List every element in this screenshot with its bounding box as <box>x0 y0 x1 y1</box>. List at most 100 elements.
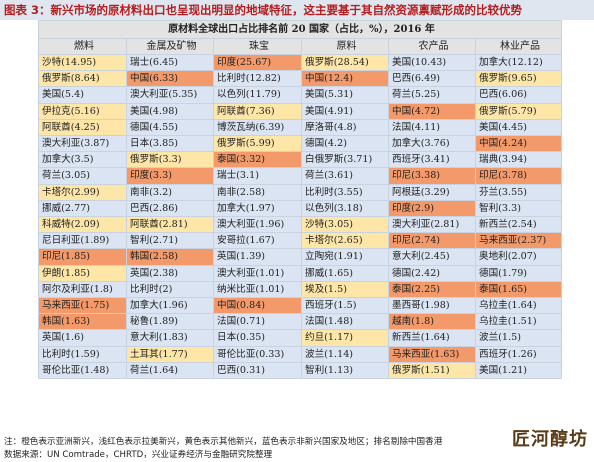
table-cell: 德国(2.42) <box>388 264 476 282</box>
table-cell: 巴西(6.49) <box>388 70 476 88</box>
column-header: 林业产品 <box>474 38 563 55</box>
table-cell: 南非(2.58) <box>213 183 302 201</box>
table-cell: 马来西亚(1.75) <box>38 297 127 315</box>
table-row: 科威特(2.09) 阿联酋(2.81) 澳大利亚(1.96) 沙特(3.05) 澳大利亚… <box>38 216 563 234</box>
table-cell: 英国(2.38) <box>126 264 214 282</box>
table-cell: 波兰(1.14) <box>301 345 389 363</box>
table-cell: 摩洛哥(4.8) <box>301 118 389 137</box>
table-cell: 瑞士(6.45) <box>126 53 214 72</box>
export-share-table: 原材料全球出口占比排名前 20 国家（占比，%），2016 年 燃料 金属及矿物珠… <box>37 20 563 380</box>
table-row: 英国(1.6) 意大利(1.83) 日本(0.35) 约旦(1.17) 新西兰(1.64… <box>38 329 563 347</box>
table-cell: 俄罗斯(5.79) <box>474 102 563 120</box>
table-cell: 阿尔及利亚(1.8) <box>38 280 127 299</box>
table-cell: 奥地利(2.07) <box>474 248 563 266</box>
table-row: 美国(5.4) 澳大利亚(5.35) 以色列(11.79) 美国(5.31) 荷兰(5.… <box>38 86 563 104</box>
table-cell: 泰国(3.32) <box>213 151 302 169</box>
table-cell: 印尼(1.85) <box>38 248 127 266</box>
table-cell: 卡塔尔(2.65) <box>301 232 389 250</box>
table-cell: 智利(1.13) <box>301 361 389 380</box>
watermark-logo: 匠河醇坊 <box>512 429 588 450</box>
table-cell: 澳大利亚(5.35) <box>126 86 214 104</box>
table-cell: 以色列(11.79) <box>213 86 302 104</box>
table-cell: 越南(1.8) <box>388 313 476 331</box>
table-cell: 美国(4.98) <box>126 102 214 120</box>
table-cell: 阿联酋(7.36) <box>213 102 302 120</box>
table-cell: 沙特(14.95) <box>38 53 127 72</box>
table-cell: 俄罗斯(5.99) <box>213 135 302 153</box>
table-cell: 意大利(1.83) <box>126 329 214 347</box>
table-cell: 秘鲁(1.89) <box>126 313 214 331</box>
table-cell: 比利时(12.82) <box>213 70 302 88</box>
table-cell: 沙特(3.05) <box>301 216 389 234</box>
table-cell: 荷兰(3.61) <box>301 167 389 185</box>
table-caption: 原材料全球出口占比排名前 20 国家（占比，%），2016 年 <box>37 20 563 39</box>
table-cell: 德国(4.2) <box>301 135 389 153</box>
table-cell: 加拿大(1.97) <box>213 199 302 218</box>
table-row: 澳大利亚(3.87) 日本(3.85) 俄罗斯(5.99) 德国(4.2) 加拿大(3.… <box>38 135 563 153</box>
table-row: 韩国(1.63) 秘鲁(1.89) 法国(0.71) 法国(1.48) 越南(1.8) 乌… <box>38 313 563 331</box>
table-cell: 荷兰(1.64) <box>126 361 214 380</box>
table-row: 沙特(14.95) 瑞士(6.45) 印度(25.67) 俄罗斯(28.54) 美国(1… <box>38 53 563 72</box>
table-cell: 德国(4.55) <box>126 118 214 137</box>
table-cell: 加拿大(3.5) <box>38 151 127 169</box>
table-cell: 泰国(2.25) <box>388 280 476 299</box>
table-cell: 加拿大(12.12) <box>474 53 563 72</box>
table-cell: 尼日利亚(1.89) <box>38 232 127 250</box>
table-cell: 新西兰(2.54) <box>474 216 563 234</box>
table-row: 比利时(1.59) 土耳其(1.77) 哥伦比亚(0.33) 波兰(1.14) 马来西亚… <box>38 345 563 363</box>
table-cell: 以色列(3.18) <box>301 199 389 218</box>
table-cell: 德国(1.79) <box>474 264 563 282</box>
table-cell: 俄罗斯(28.54) <box>301 53 389 72</box>
table-row: 马来西亚(1.75) 加拿大(1.96) 中国(0.84) 西班牙(1.5) 墨西哥(1… <box>38 297 563 315</box>
table-cell: 智利(2.71) <box>126 232 214 250</box>
table-cell: 韩国(2.58) <box>126 248 214 266</box>
table-cell: 荷兰(3.05) <box>38 167 127 185</box>
table-cell: 安哥拉(1.67) <box>213 232 302 250</box>
table-cell: 挪威(1.65) <box>301 264 389 282</box>
table-row: 伊拉克(5.16) 美国(4.98) 阿联酋(7.36) 美国(4.91) 中国(4.7… <box>38 102 563 120</box>
table-cell: 中国(4.72) <box>388 102 476 120</box>
table-cell: 阿联酋(2.81) <box>126 216 214 234</box>
table-row: 荷兰(3.05) 印度(3.3) 瑞士(3.1) 荷兰(3.61) 印尼(3.38) 印尼… <box>38 167 563 185</box>
table-cell: 澳大利亚(3.87) <box>38 135 127 153</box>
table-cell: 美国(1.21) <box>474 361 563 380</box>
table-cell: 美国(10.43) <box>388 53 476 72</box>
table-cell: 瑞典(3.94) <box>474 151 563 169</box>
table-cell: 新西兰(1.64) <box>388 329 476 347</box>
table-cell: 印度(3.3) <box>126 167 214 185</box>
table-cell: 加拿大(3.76) <box>388 135 476 153</box>
table-row: 伊朗(1.85) 英国(2.38) 澳大利亚(1.01) 挪威(1.65) 德国(2.4… <box>38 264 563 282</box>
table-row: 挪威(2.77) 巴西(2.86) 加拿大(1.97) 以色列(3.18) 印度(2.9… <box>38 199 563 218</box>
table-cell: 南非(3.2) <box>126 183 214 201</box>
table-cell: 英国(1.39) <box>213 248 302 266</box>
table-cell: 泰国(1.65) <box>474 280 563 299</box>
table-cell: 西班牙(1.26) <box>474 345 563 363</box>
table-cell: 约旦(1.17) <box>301 329 389 347</box>
data-source: 数据来源：UN Comtrade，CHRTD，兴业证券经济与金融研究院整理 <box>4 449 273 460</box>
table-cell: 埃及(1.5) <box>301 280 389 299</box>
table-cell: 纳米比亚(1.01) <box>213 280 302 299</box>
table-cell: 芬兰(3.55) <box>474 183 563 201</box>
table-cell: 马来西亚(2.37) <box>474 232 563 250</box>
table-cell: 韩国(1.63) <box>38 313 127 331</box>
table-cell: 英国(1.6) <box>38 329 127 347</box>
table-cell: 俄罗斯(8.64) <box>38 70 127 88</box>
table-cell: 印度(2.9) <box>388 199 476 218</box>
table-cell: 日本(0.35) <box>213 329 302 347</box>
table-cell: 俄罗斯(9.65) <box>474 70 563 88</box>
table-cell: 加拿大(1.96) <box>126 297 214 315</box>
table-cell: 中国(6.33) <box>126 70 214 88</box>
table-cell: 土耳其(1.77) <box>126 345 214 363</box>
figure-title: 图表 3：新兴市场的原材料出口也呈现出明显的地域特征，这主要基于其自然资源禀赋形… <box>0 0 594 20</box>
table-cell: 日本(3.85) <box>126 135 214 153</box>
table-cell: 巴西(0.31) <box>213 361 302 380</box>
column-header: 原料 <box>301 38 389 55</box>
column-header: 珠宝 <box>213 38 302 55</box>
table-row: 印尼(1.85) 韩国(2.58) 英国(1.39) 立陶宛(1.91) 意大利(2.4… <box>38 248 563 266</box>
table-cell: 美国(5.4) <box>38 86 127 104</box>
table-cell: 比利时(2) <box>126 280 214 299</box>
footnotes: 注：橙色表示亚洲新兴，浅红色表示拉美新兴，黄色表示其他新兴，蓝色表示非新兴国家及… <box>0 436 594 461</box>
table-cell: 中国(0.84) <box>213 297 302 315</box>
table-cell: 中国(4.24) <box>474 135 563 153</box>
table-cell: 乌拉圭(1.64) <box>474 297 563 315</box>
